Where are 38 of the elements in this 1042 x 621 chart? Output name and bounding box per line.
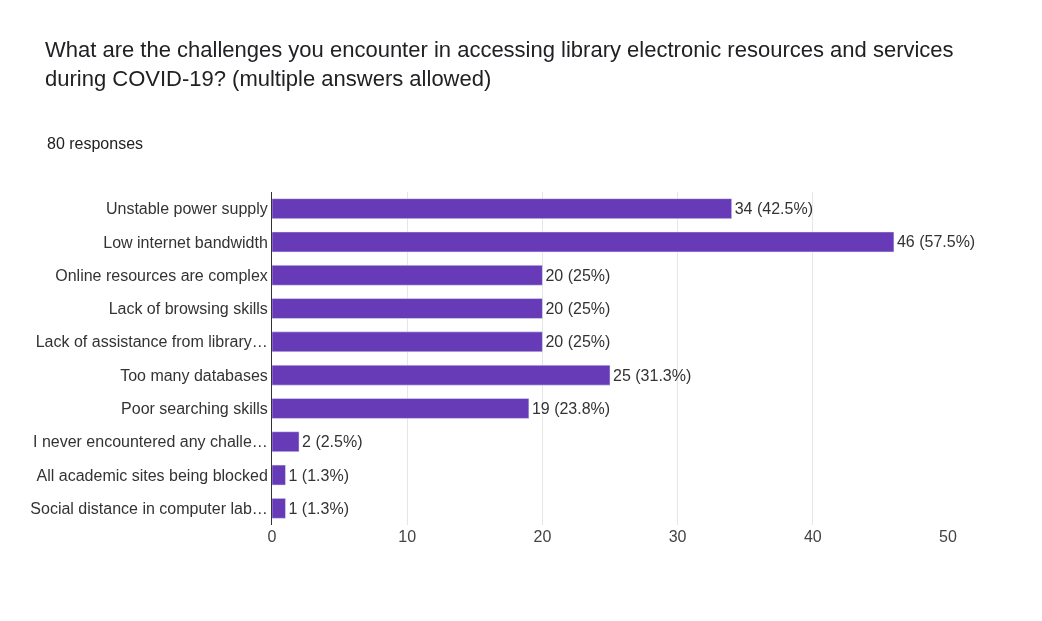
bar	[272, 498, 286, 519]
data-label: 20 (25%)	[545, 300, 611, 318]
y-tick-label: All academic sites being blocked	[36, 466, 268, 484]
data-label: 2 (2.5%)	[302, 433, 363, 451]
y-tick-label: Unstable power supply	[105, 200, 268, 218]
y-tick-label: I never encountered any challe…	[32, 433, 268, 451]
bar	[272, 265, 543, 286]
bar	[272, 364, 611, 386]
data-label: 1 (1.3%)	[288, 466, 349, 484]
x-tick-label: 50	[939, 528, 957, 545]
x-tick-label: 20	[533, 528, 552, 545]
y-tick-label: Social distance in computer lab…	[30, 499, 268, 517]
x-tick-label: 0	[267, 528, 277, 545]
data-label: 19 (23.8%)	[531, 399, 611, 417]
bar	[272, 298, 543, 319]
y-tick-label: Lack of browsing skills	[108, 300, 268, 318]
bar	[272, 398, 530, 419]
bar	[272, 231, 895, 253]
data-label: 46 (57.5%)	[896, 233, 976, 251]
data-label: 20 (25%)	[545, 333, 611, 351]
y-tick-label: Poor searching skills	[121, 400, 268, 418]
x-tick-label: 40	[803, 528, 822, 545]
y-tick-label: Online resources are complex	[55, 266, 268, 284]
x-tick-label: 10	[398, 528, 417, 545]
x-tick-label: 30	[668, 528, 687, 545]
bar	[272, 464, 286, 486]
bar	[272, 331, 543, 353]
data-label: 20 (25%)	[545, 266, 611, 284]
bar	[272, 431, 300, 452]
data-label: 1 (1.3%)	[288, 499, 349, 517]
chart-title: What are the challenges you encounter in accessing library electronic resources and services during COVID-19? (multiple answers allowed)	[45, 37, 954, 91]
data-label: 34 (42.5%)	[734, 200, 813, 218]
data-label: 25 (31.3%)	[613, 366, 692, 384]
y-tick-label: Low internet bandwidth	[103, 233, 268, 251]
y-tick-label: Too many databases	[120, 366, 268, 384]
text: 80 responses	[47, 135, 144, 152]
y-tick-label: Lack of assistance from library…	[35, 333, 268, 351]
bar	[272, 198, 732, 219]
